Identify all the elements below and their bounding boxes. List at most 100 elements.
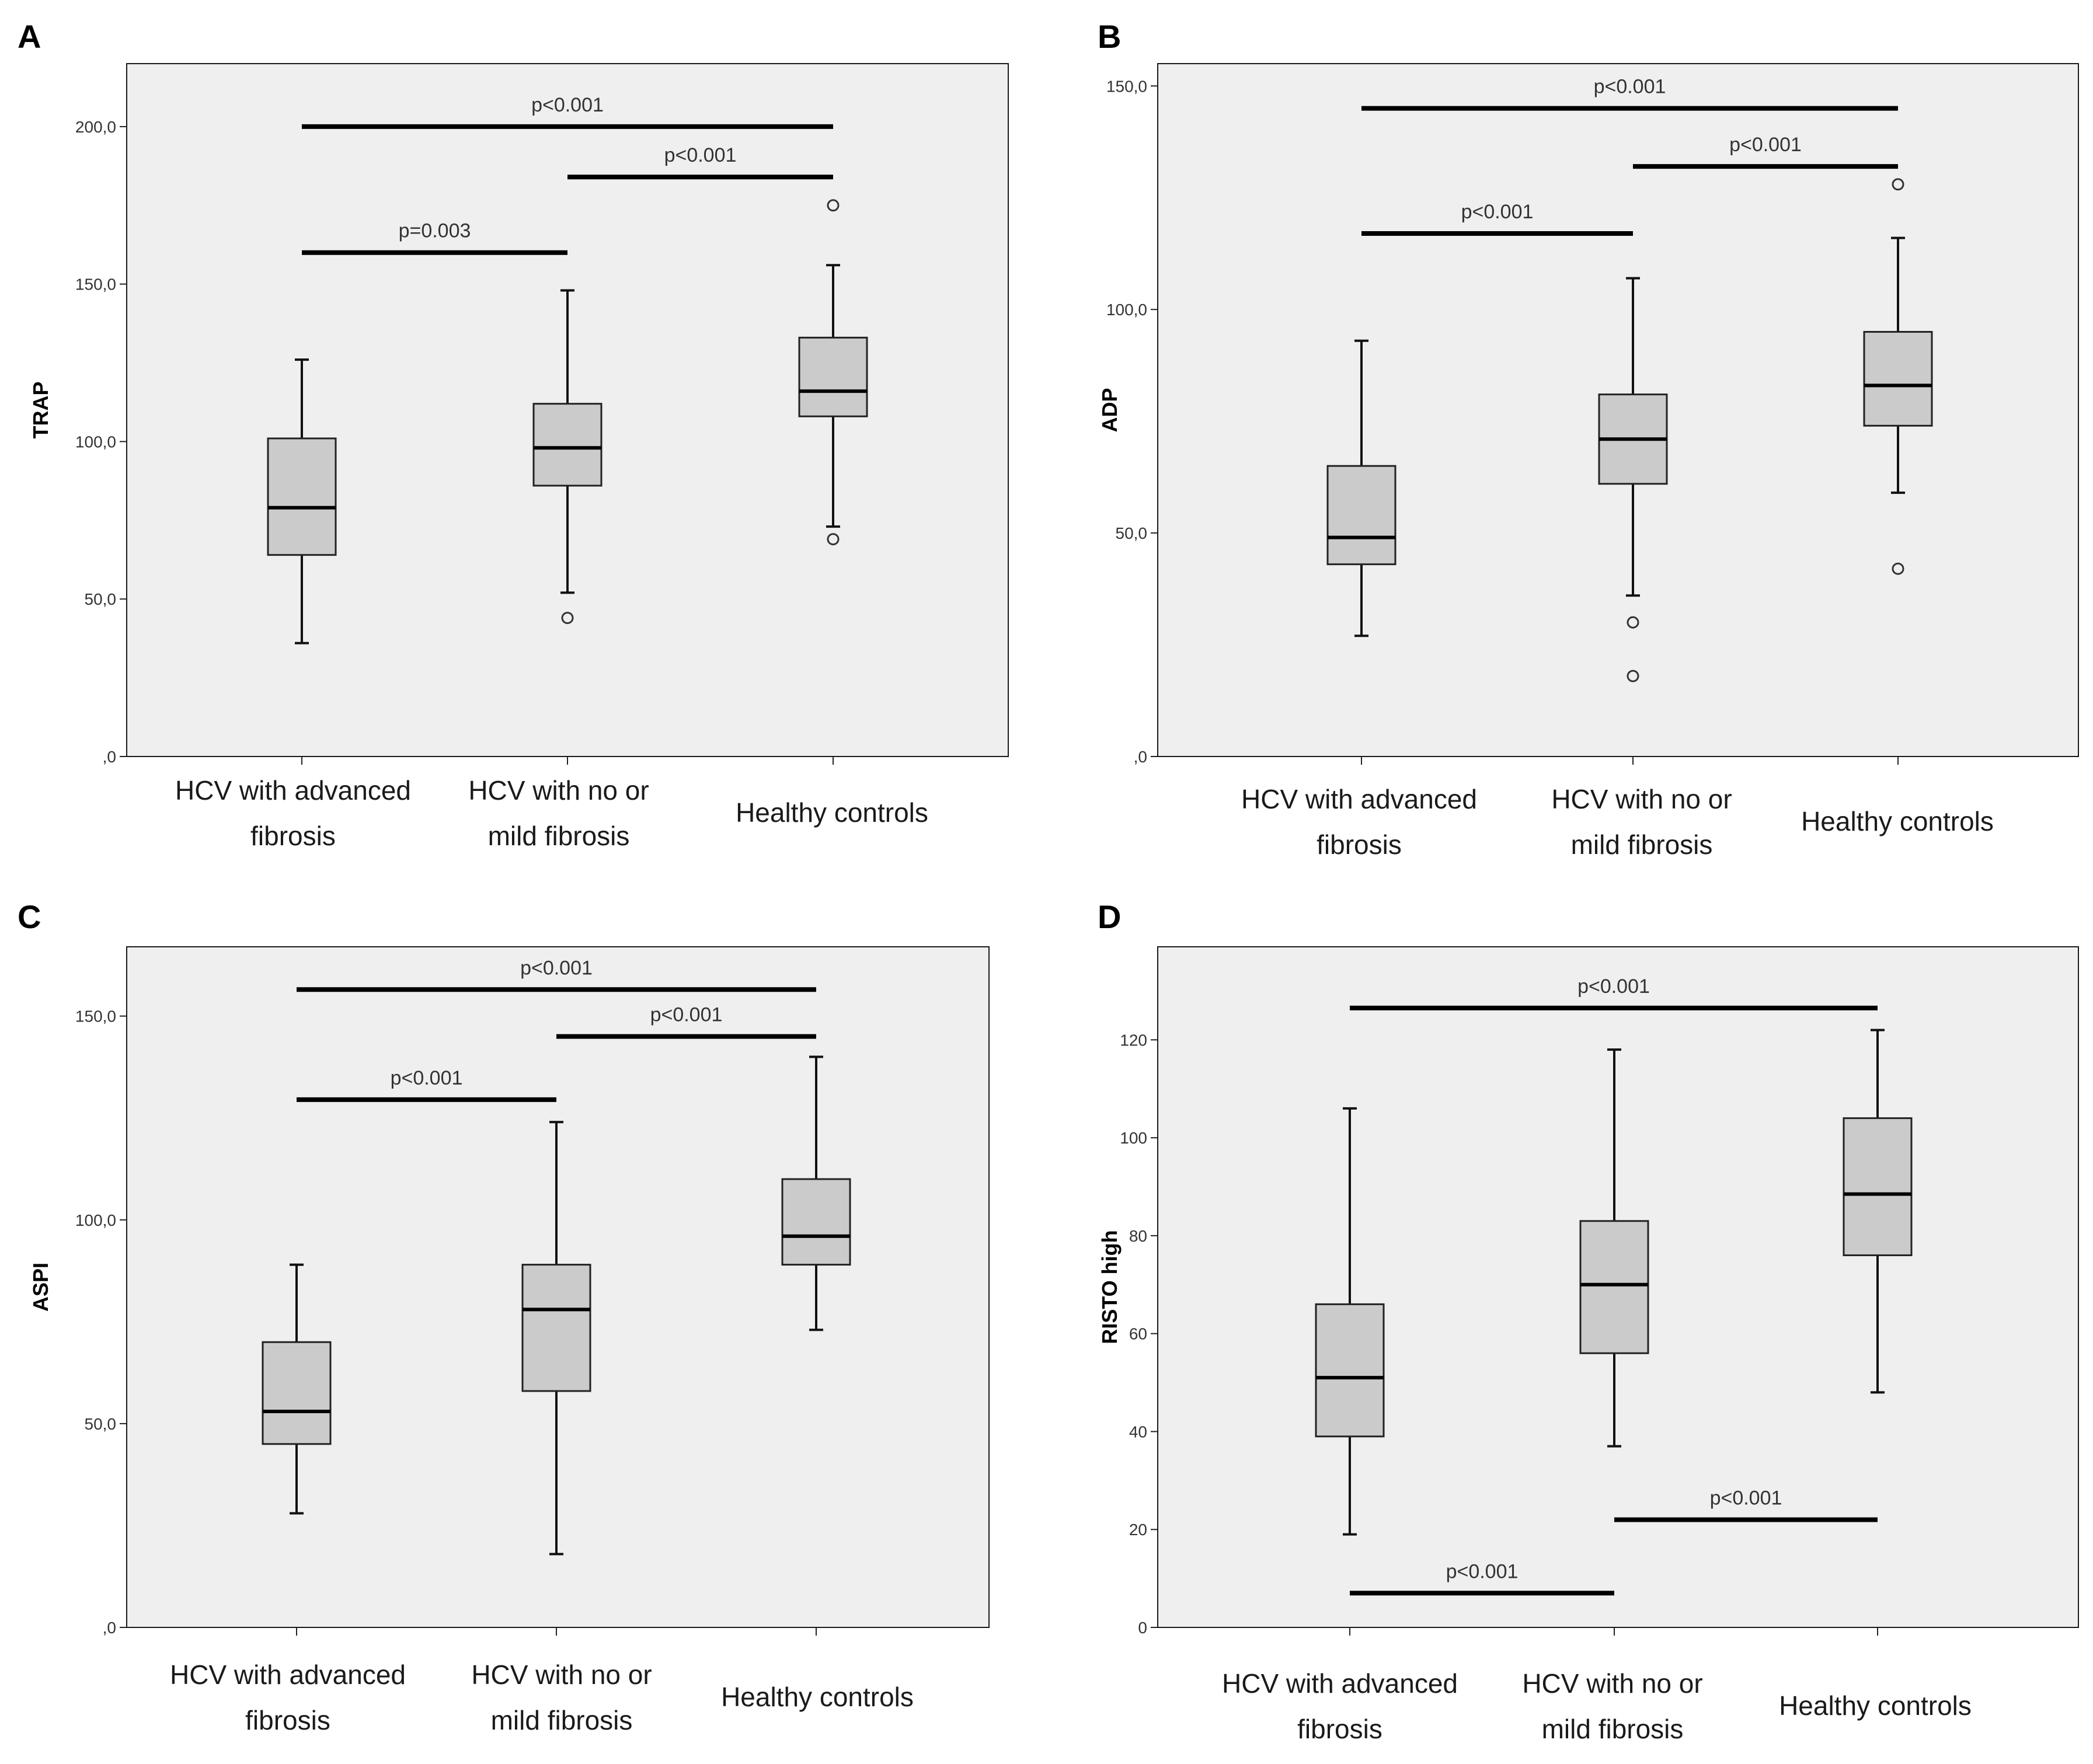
p-value-label: p<0.001 <box>1710 1487 1782 1509</box>
x-category-label-line: fibrosis <box>1317 829 1402 860</box>
box-iqr <box>521 1264 591 1392</box>
x-category-label-line: Healthy controls <box>736 797 928 828</box>
outlier-point <box>827 199 840 212</box>
outlier-point <box>1892 178 1904 191</box>
x-category-label-line: HCV with no or <box>471 1660 652 1690</box>
y-tick-label: 120 <box>1120 1031 1147 1049</box>
x-category-label: HCV with no or mild fibrosis <box>468 775 649 851</box>
y-tick-label: 60 <box>1129 1325 1147 1343</box>
y-axis-title: ADP <box>1098 388 1122 432</box>
x-category-label-line: mild fibrosis <box>491 1705 633 1735</box>
panel-letter: C <box>18 898 41 935</box>
x-category-label-line: HCV with no or <box>1551 784 1732 814</box>
comparison-bar: p=0.003 <box>302 220 567 255</box>
y-tick-label: 20 <box>1129 1521 1147 1539</box>
box-iqr <box>267 437 337 556</box>
x-category-label: Healthy controls <box>736 797 928 828</box>
y-tick-label: 150,0 <box>75 276 116 294</box>
x-category-label: HCV with advanced fibrosis <box>1222 1668 1458 1744</box>
x-category-label-line: HCV with advanced <box>1222 1668 1458 1699</box>
box-iqr <box>1315 1303 1385 1438</box>
x-category-label: Healthy controls <box>1801 806 1994 836</box>
y-tick-label: 150,0 <box>75 1007 116 1026</box>
x-category-label-line: HCV with no or <box>468 775 649 806</box>
outlier-point <box>1892 562 1904 575</box>
box-iqr <box>1326 465 1397 566</box>
x-category-label-line: mild fibrosis <box>1571 829 1713 860</box>
y-tick-label: 50,0 <box>85 1415 117 1433</box>
p-value-label: p<0.001 <box>1461 201 1534 223</box>
x-category-label: HCV with advanced fibrosis <box>170 1660 406 1735</box>
y-tick-label: 0 <box>1138 1619 1147 1637</box>
boxplot-3 <box>781 1055 851 1331</box>
boxplot-2 <box>1579 1048 1649 1448</box>
y-tick-label: ,0 <box>103 748 116 766</box>
boxplot-3 <box>1863 178 1933 575</box>
p-value-label: p<0.001 <box>520 957 593 979</box>
p-value-label: p<0.001 <box>650 1004 723 1026</box>
boxplot-3 <box>1843 1029 1913 1394</box>
x-category-label: HCV with advanced fibrosis <box>1241 784 1477 860</box>
p-value-label: p<0.001 <box>391 1067 463 1089</box>
y-tick-label: 150,0 <box>1106 77 1147 95</box>
x-category-label-line: Healthy controls <box>721 1682 914 1712</box>
x-category-label: Healthy controls <box>721 1682 914 1712</box>
box-iqr <box>262 1341 332 1445</box>
y-axis-title: RISTO high <box>1098 1230 1122 1344</box>
p-value-label: p=0.003 <box>399 220 471 242</box>
boxplot-2 <box>521 1121 591 1556</box>
box-iqr <box>532 403 603 487</box>
x-category-label-line: mild fibrosis <box>1542 1714 1684 1744</box>
p-value-label: p<0.001 <box>1446 1560 1519 1582</box>
x-category-label-line: HCV with no or <box>1522 1668 1702 1699</box>
y-tick-label: 80 <box>1129 1227 1147 1245</box>
box-iqr <box>1579 1220 1649 1354</box>
x-category-label: HCV with no or mild fibrosis <box>1551 784 1732 860</box>
x-category-label: HCV with no or mild fibrosis <box>1522 1668 1702 1744</box>
comparison-bar: p<0.001 <box>1350 1560 1614 1596</box>
x-category-label-line: Healthy controls <box>1801 806 1994 836</box>
y-tick-label: 100,0 <box>1106 301 1147 319</box>
y-tick-label: 40 <box>1129 1423 1147 1441</box>
panel-a: A ,0 50,0 100,0 150,0 200,0 TRAP HCV with advan… <box>18 18 1009 851</box>
p-value-label: p<0.001 <box>664 144 737 166</box>
comparison-bar: p<0.001 <box>297 1067 556 1102</box>
x-category-label-line: fibrosis <box>1297 1714 1382 1744</box>
box-iqr <box>1843 1117 1913 1256</box>
comparison-bar: p<0.001 <box>1361 201 1633 236</box>
boxplot-1 <box>1326 339 1397 637</box>
x-category-label-line: fibrosis <box>245 1705 330 1735</box>
boxplot-3 <box>798 199 868 546</box>
x-category-label-line: HCV with advanced <box>175 775 411 806</box>
boxplot-1 <box>267 358 337 644</box>
y-axis-title: ASPI <box>29 1263 53 1312</box>
y-tick-label: 100,0 <box>75 1211 116 1229</box>
y-tick-label: 100 <box>1120 1129 1147 1147</box>
outlier-point <box>561 612 574 625</box>
panel-letter: B <box>1098 18 1121 55</box>
p-value-label: p<0.001 <box>1577 975 1650 998</box>
y-tick-label: ,0 <box>1134 748 1147 766</box>
comparison-bar: p<0.001 <box>302 94 833 129</box>
panel-c: C ,0 50,0 100,0 150,0 ASPI HCV with advanced fi… <box>18 898 990 1735</box>
panel-letter: D <box>1098 898 1121 935</box>
x-category-label: Healthy controls <box>1779 1690 1972 1721</box>
boxplot-1 <box>262 1263 332 1515</box>
outlier-point <box>827 533 840 546</box>
x-category-label: HCV with no or mild fibrosis <box>471 1660 652 1735</box>
boxplot-2 <box>1598 277 1668 682</box>
box-iqr <box>1863 330 1933 427</box>
comparison-bar: p<0.001 <box>1350 975 1878 1010</box>
box-iqr <box>798 336 868 417</box>
comparison-bar: p<0.001 <box>556 1004 816 1039</box>
y-axis-title: TRAP <box>29 382 53 439</box>
comparison-bar: p<0.001 <box>1361 76 1898 111</box>
p-value-label: p<0.001 <box>531 94 604 116</box>
outlier-point <box>1627 616 1639 629</box>
comparison-bar: p<0.001 <box>297 957 816 992</box>
box-iqr <box>781 1178 851 1266</box>
p-value-label: p<0.001 <box>1594 76 1666 98</box>
comparison-bar: p<0.001 <box>1633 134 1898 169</box>
p-value-label: p<0.001 <box>1729 134 1802 156</box>
